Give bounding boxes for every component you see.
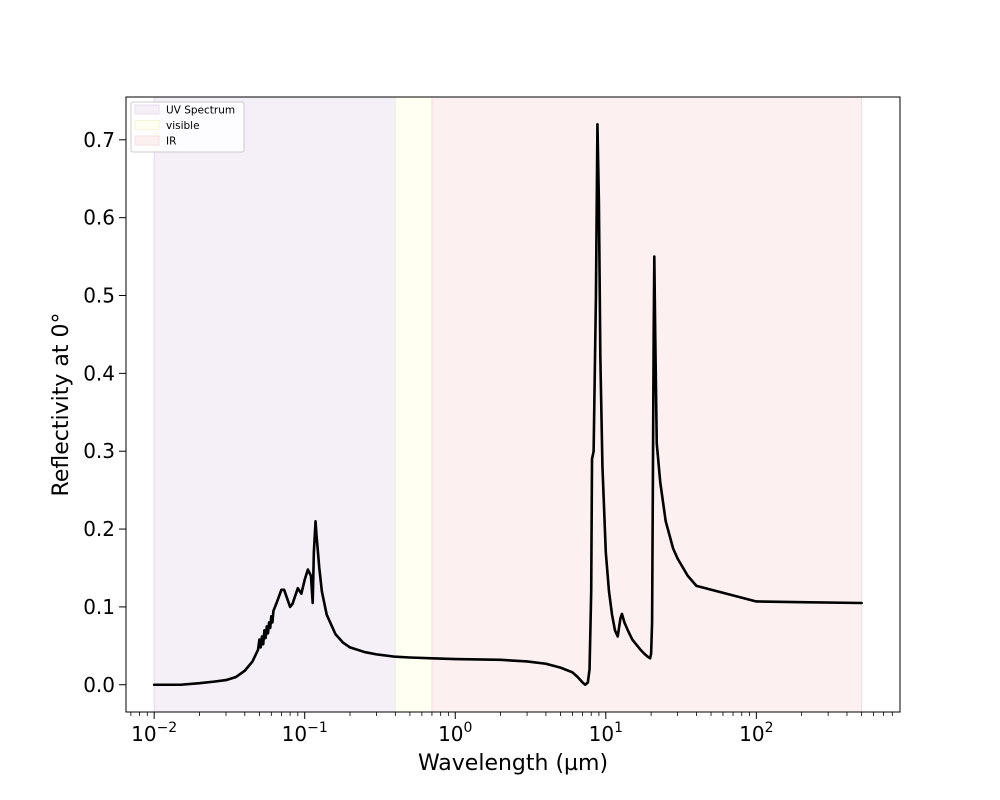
x-tick-label: 101 <box>589 720 623 746</box>
series-line-0 <box>152 122 863 687</box>
legend-label: UV Spectrum <box>166 105 235 117</box>
y-tick-label: 0.2 <box>83 517 115 541</box>
y-axis: 0.0 0.1 0.2 0.3 0.4 0.5 0.6 0.7 <box>83 128 126 697</box>
x-tick-label: 102 <box>739 720 773 746</box>
y-tick-label: 0.5 <box>83 284 115 308</box>
y-tick-label: 0.4 <box>83 361 115 385</box>
plot-frame <box>125 96 901 713</box>
x-tick-label: 10−2 <box>131 720 177 746</box>
legend-swatch <box>134 120 160 130</box>
band-uv-spectrum <box>153 96 396 713</box>
y-axis-label: Reflectivity at 0° <box>49 313 74 497</box>
x-axis-label: Wavelength (µm) <box>418 751 608 776</box>
x-tick-label: 10−1 <box>282 720 328 746</box>
legend-swatch <box>134 135 160 146</box>
y-tick-label: 0.3 <box>83 439 115 463</box>
legend-label: IR <box>166 136 176 148</box>
legend-label: visible <box>166 120 200 132</box>
x-axis: 10−2 10−1 100 101 102 <box>130 712 893 746</box>
legend-swatch <box>134 104 160 115</box>
x-tick-label: 100 <box>438 720 472 746</box>
y-tick-label: 0.1 <box>83 595 115 619</box>
legend: UV Spectrum visible IR <box>130 101 245 153</box>
shaded-bands <box>153 96 863 713</box>
y-tick-label: 0.0 <box>83 673 115 697</box>
band-visible <box>394 96 433 713</box>
y-tick-label: 0.6 <box>83 206 115 230</box>
band-ir <box>431 96 863 713</box>
y-tick-label: 0.7 <box>83 128 115 152</box>
series-layer <box>152 122 863 687</box>
